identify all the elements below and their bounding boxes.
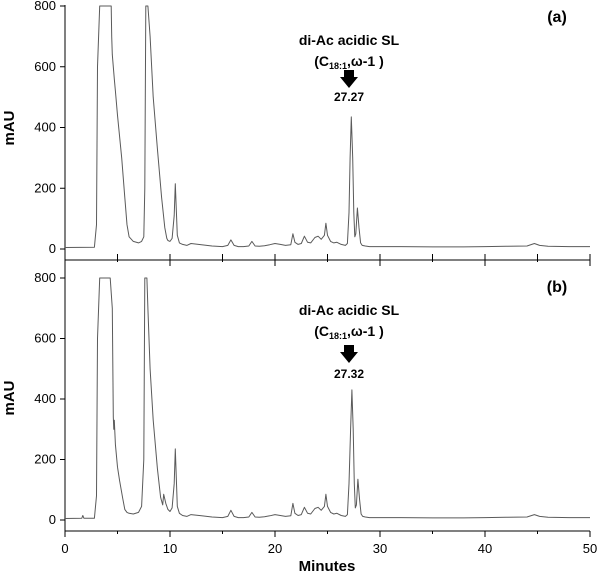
y-tick-label: 600	[34, 331, 56, 346]
panel-b-y-axis-label: mAU	[1, 380, 18, 415]
panel-a-down-arrow-icon	[340, 70, 358, 88]
x-axis-label: Minutes	[299, 558, 356, 575]
panel-b-annotation-line1: di-Ac acidic SL	[299, 302, 400, 318]
panel-a-label: (a)	[547, 9, 567, 26]
x-tick-label: 0	[61, 541, 68, 556]
panel-b-annotation-line2: (C18:1,ω-1 )	[314, 323, 384, 341]
y-tick-label: 800	[34, 0, 56, 13]
panel-a-x-ticks	[64, 254, 591, 266]
x-tick-label: 40	[478, 541, 492, 556]
panel-b: 0 200 400 600 800 mAU (b) di-Ac acidic SL (C…	[1, 266, 590, 531]
y-tick-label: 600	[34, 59, 56, 74]
panel-a-trace	[64, 5, 590, 248]
panel-b-down-arrow-icon	[340, 345, 358, 363]
y-tick-label: 800	[34, 270, 56, 285]
y-tick-label: 0	[49, 241, 56, 256]
x-tick-label: 10	[163, 541, 177, 556]
y-tick-label: 400	[34, 391, 56, 406]
x-tick-label: 50	[583, 541, 597, 556]
x-tick-label: 20	[268, 541, 282, 556]
y-tick-label: 400	[34, 120, 56, 135]
panel-b-peak-label: 27.32	[334, 367, 364, 381]
panel-b-y-ticks: 0 200 400 600 800	[34, 270, 65, 527]
panel-b-label: (b)	[547, 279, 567, 296]
panel-a-y-axis-label: mAU	[1, 110, 18, 145]
panel-b-annotation: di-Ac acidic SL (C18:1,ω-1 ) 27.32	[299, 302, 400, 381]
y-tick-label: 200	[34, 452, 56, 467]
panel-a-annotation-line1: di-Ac acidic SL	[299, 32, 400, 48]
y-tick-label: 0	[49, 512, 56, 527]
panel-a-annotation: di-Ac acidic SL (C18:1,ω-1 ) 27.27	[299, 32, 400, 104]
panel-a-annotation-line2: (C18:1,ω-1 )	[314, 53, 384, 71]
panel-b-trace	[64, 277, 590, 519]
panel-a-y-ticks: 0 200 400 600 800	[34, 0, 65, 256]
x-tick-label: 30	[373, 541, 387, 556]
panel-a: 0 200 400 600 800 mAU (a) di-Ac acidic SL (C…	[1, 0, 590, 260]
panel-b-x-ticks: 0 10 20 30 40 50	[61, 531, 597, 556]
y-tick-label: 200	[34, 180, 56, 195]
panel-a-peak-label: 27.27	[334, 90, 364, 104]
